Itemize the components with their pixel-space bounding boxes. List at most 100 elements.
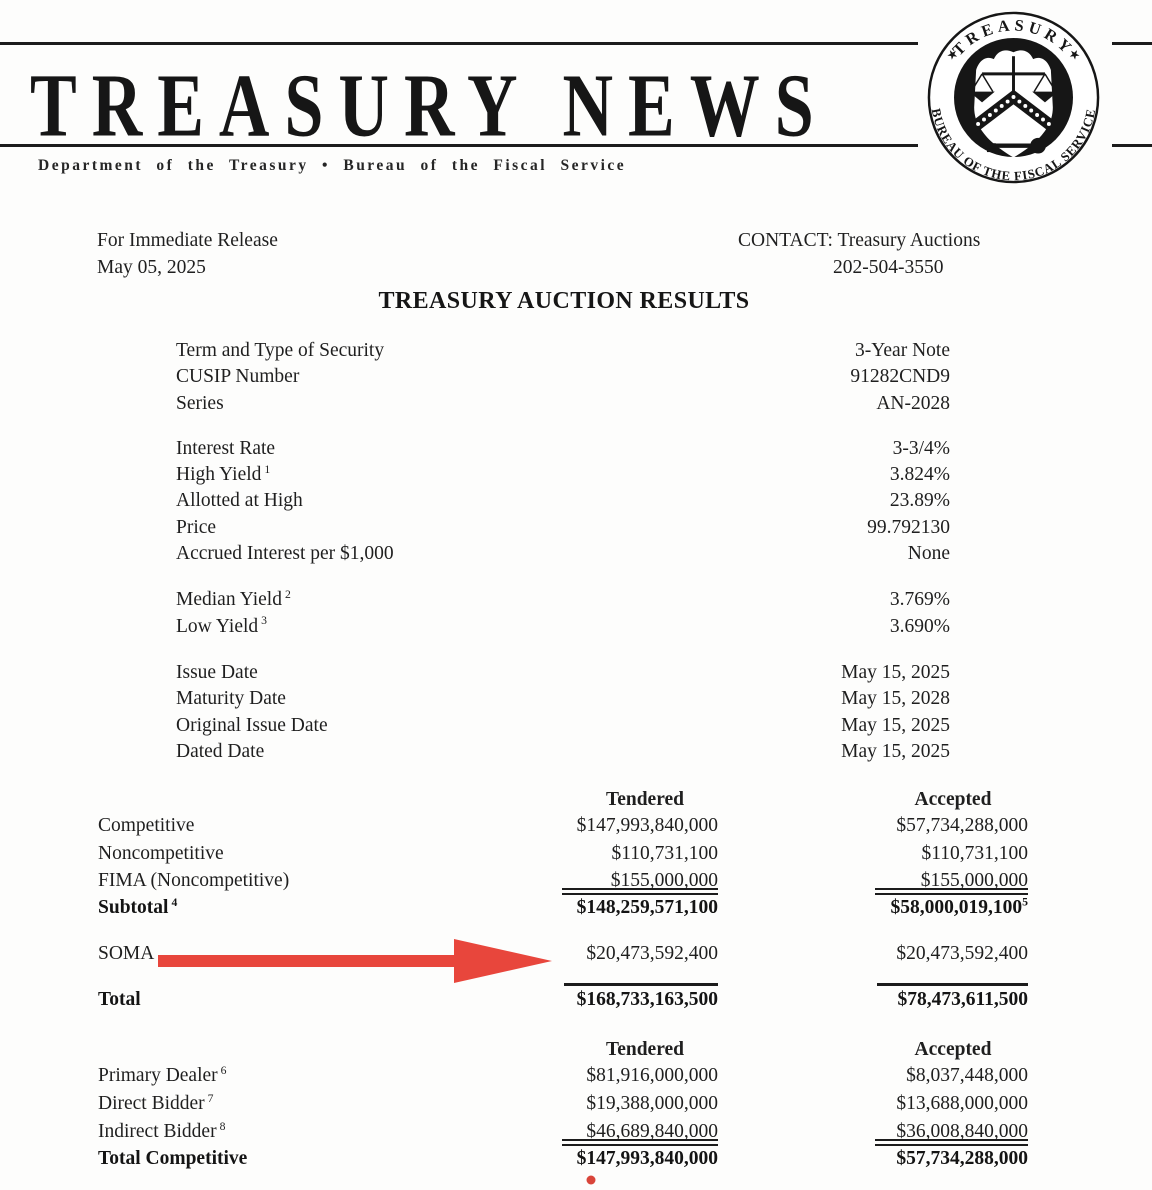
detail-label: CUSIP Number	[176, 366, 300, 388]
red-dot-annotation-icon	[586, 1175, 596, 1185]
column-header-tendered: Tendered	[605, 1039, 685, 1060]
subtotal-rule-accepted	[875, 888, 1028, 895]
page-title: TREASURY AUCTION RESULTS	[378, 288, 750, 314]
detail-row: Price 99.792130	[176, 515, 950, 541]
accepted-value: $57,734,288,000	[896, 1148, 1028, 1169]
accepted-value: $20,473,592,400	[896, 943, 1028, 964]
detail-value: None	[907, 543, 950, 565]
table-row: Noncompetitive $110,731,100 $110,731,100	[0, 843, 1152, 869]
row-label: SOMA	[98, 943, 155, 964]
total-competitive-rule-tendered	[562, 1139, 718, 1146]
subtotal-rule-tendered	[562, 888, 718, 895]
accepted-value: $110,731,100	[921, 843, 1028, 864]
table2-header-row: Tendered Accepted	[0, 1039, 1152, 1065]
masthead-rule-bottom-right	[1112, 144, 1152, 147]
detail-value: May 15, 2025	[841, 740, 950, 762]
table1-header-row: Tendered Accepted	[0, 789, 1152, 815]
seal-chevron-icon	[972, 89, 1055, 136]
detail-row: Median Yield 2 3.769%	[176, 587, 950, 613]
detail-label: Term and Type of Security	[176, 340, 385, 361]
masthead-rule-top-right	[1112, 42, 1152, 45]
masthead-title: TREASURY NEWS	[30, 57, 829, 156]
detail-label: Maturity Date	[176, 688, 286, 710]
accepted-value: $155,000,000	[920, 870, 1028, 891]
detail-value: 3-3/4%	[892, 437, 950, 459]
detail-row: Maturity Date May 15, 2028	[176, 686, 950, 712]
detail-row: Allotted at High 23.89%	[176, 488, 950, 514]
detail-row: Original Issue Date May 15, 2025	[176, 713, 950, 739]
masthead-rule-top	[0, 42, 918, 45]
column-header-accepted: Accepted	[914, 789, 992, 810]
masthead-rule-bottom	[0, 144, 918, 147]
detail-label: Low Yield	[176, 615, 259, 637]
accepted-value: $57,734,288,000	[896, 815, 1028, 836]
detail-value: May 15, 2025	[841, 661, 950, 683]
row-label: FIMA (Noncompetitive)	[98, 870, 290, 891]
tendered-value: $81,916,000,000	[586, 1065, 718, 1086]
detail-label: Interest Rate	[176, 437, 276, 459]
detail-label: Original Issue Date	[176, 714, 328, 736]
soma-row: SOMA $20,473,592,400 $20,473,592,400	[0, 943, 1152, 969]
row-label: Total	[98, 989, 141, 1010]
column-header-tendered: Tendered	[605, 789, 685, 810]
tendered-value: $19,388,000,000	[586, 1093, 718, 1114]
table-row: Competitive $147,993,840,000 $57,734,288…	[0, 815, 1152, 841]
security-details: Term and Type of Security 3-Year Note CUS…	[176, 338, 950, 765]
column-header-accepted: Accepted	[914, 1039, 992, 1060]
detail-value: 3.769%	[889, 589, 950, 611]
detail-value: 3.690%	[889, 615, 950, 637]
accepted-value: $78,473,611,500	[897, 989, 1028, 1010]
table-row: Direct Bidder 7 $19,388,000,000 $13,688,0…	[98, 1091, 1028, 1114]
detail-row: Issue Date May 15, 2025	[176, 660, 950, 686]
detail-value: May 15, 2028	[841, 688, 950, 710]
tendered-value: $148,259,571,100	[576, 897, 718, 918]
contact-label: CONTACT: Treasury Auctions	[738, 230, 981, 251]
detail-row: Series AN-2028	[176, 391, 950, 417]
detail-value: 3.824%	[889, 464, 950, 486]
subtotal-row: Subtotal 4 $148,259,571,100 $58,000,019,1…	[98, 895, 1028, 918]
total-rule-tendered	[564, 983, 718, 986]
tendered-value: $168,733,163,500	[576, 989, 718, 1010]
total-rule-accepted	[877, 983, 1028, 986]
row-label: Total Competitive	[98, 1148, 248, 1169]
detail-label: Accrued Interest per $1,000	[176, 543, 394, 565]
detail-row: Low Yield 3 3.690%	[176, 614, 950, 640]
table-row: FIMA (Noncompetitive) $155,000,000 $155,…	[0, 870, 1152, 896]
row-label: Competitive	[98, 815, 195, 836]
detail-value: 99.792130	[867, 516, 950, 538]
treasury-seal-icon: TREASURY BUREAU OF THE FISCAL SERVICE ★ …	[927, 11, 1100, 183]
release-date: May 05, 2025	[97, 257, 206, 278]
seal-key-icon	[985, 137, 1046, 154]
accepted-value: $8,037,448,000	[906, 1065, 1028, 1086]
total-row: Total $168,733,163,500 $78,473,611,500	[0, 989, 1152, 1015]
detail-row: Interest Rate 3-3/4%	[176, 436, 950, 462]
accepted-value: $36,008,840,000	[896, 1121, 1028, 1142]
table-row: Indirect Bidder 8 $46,689,840,000 $36,008…	[98, 1119, 1028, 1142]
row-label: Direct Bidder	[98, 1093, 205, 1114]
row-label: Primary Dealer	[98, 1065, 218, 1086]
tendered-value: $147,993,840,000	[576, 1148, 718, 1169]
detail-row: Term and Type of Security 3-Year Note	[176, 338, 950, 364]
detail-value: 91282CND9	[850, 366, 950, 388]
detail-row: High Yield 1 3.824%	[176, 462, 950, 488]
detail-label: Median Yield	[176, 589, 282, 611]
detail-label: Series	[176, 392, 224, 414]
detail-value: May 15, 2025	[841, 714, 950, 736]
tendered-value: $20,473,592,400	[586, 943, 718, 964]
red-arrow-annotation-icon	[158, 939, 552, 983]
detail-value: AN-2028	[876, 392, 950, 414]
row-label: Indirect Bidder	[98, 1121, 217, 1142]
detail-label: High Yield	[176, 464, 262, 486]
row-label: Noncompetitive	[98, 843, 224, 864]
contact-phone: 202-504-3550	[833, 257, 944, 278]
release-label: For Immediate Release	[97, 230, 278, 251]
table-row: Primary Dealer 6 $81,916,000,000 $8,037,4…	[98, 1063, 1028, 1086]
detail-label: Price	[176, 516, 217, 538]
seal-scales-icon	[969, 56, 1058, 103]
detail-value: 3-Year Note	[855, 340, 950, 361]
tendered-value: $110,731,100	[611, 843, 718, 864]
detail-row: Accrued Interest per $1,000 None	[176, 541, 950, 567]
detail-label: Dated Date	[176, 740, 265, 762]
masthead-subtitle: Department of the Treasury • Bureau of t…	[38, 157, 627, 174]
